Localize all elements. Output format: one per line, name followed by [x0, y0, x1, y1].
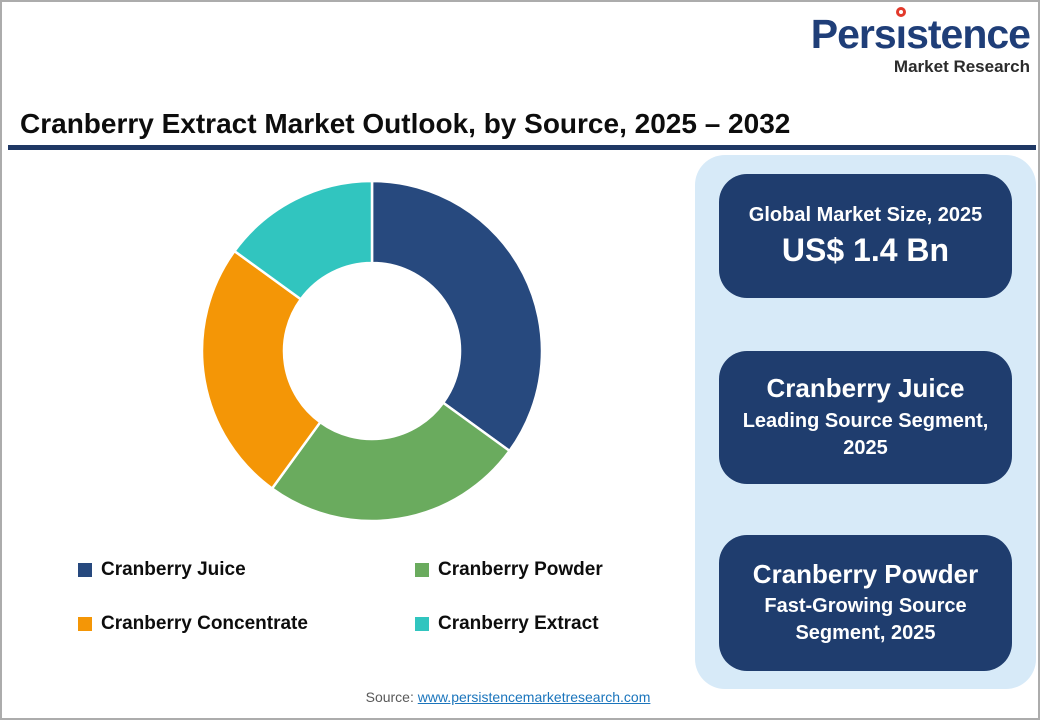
source-line: Source: www.persistencemarketresearch.co… [2, 689, 1014, 705]
market-size-title: Global Market Size, 2025 [748, 204, 983, 227]
donut-chart [200, 179, 544, 523]
market-size-value: US$ 1.4 Bn [781, 232, 950, 269]
highlight-panel: Global Market Size, 2025 US$ 1.4 Bn Cran… [695, 155, 1036, 689]
fast-growing-segment-card: Cranberry Powder Fast-Growing Source Seg… [719, 535, 1012, 671]
donut-segment-cranberry-concentrate [200, 249, 322, 490]
page-title: Cranberry Extract Market Outlook, by Sou… [20, 108, 791, 139]
leading-segment-name: Cranberry Juice [766, 373, 965, 404]
logo-subtitle: Market Research [893, 57, 1030, 76]
legend-swatch [78, 617, 92, 631]
legend-label: Cranberry Concentrate [101, 613, 308, 634]
legend-item-cranberry-juice: Cranberry Juice [78, 558, 415, 582]
legend-label: Cranberry Juice [101, 559, 246, 580]
logo-brand: Persı stence [811, 7, 1031, 55]
logo: Persı stence Market Research [811, 7, 1031, 76]
title-underline [8, 145, 1036, 150]
donut-segment-cranberry-powder [270, 401, 511, 523]
source-link[interactable]: www.persistencemarketresearch.com [417, 689, 651, 705]
legend-swatch [415, 563, 429, 577]
leading-segment-caption: Leading Source Segment, 2025 [742, 409, 989, 459]
chart-legend: Cranberry Juice Cranberry Powder Cranber… [78, 558, 603, 636]
fast-growing-segment-caption: Fast-Growing Source Segment, 2025 [764, 595, 967, 645]
legend-label: Cranberry Extract [438, 613, 599, 634]
leading-segment-card: Cranberry Juice Leading Source Segment, … [719, 351, 1012, 484]
donut-segment-cranberry-extract [233, 179, 374, 301]
logo-red-dot-icon [895, 7, 906, 17]
donut-segment-cranberry-juice [370, 179, 544, 453]
legend-item-cranberry-powder: Cranberry Powder [415, 558, 603, 582]
legend-label: Cranberry Powder [438, 559, 603, 580]
legend-item-cranberry-concentrate: Cranberry Concentrate [78, 612, 415, 636]
market-size-card: Global Market Size, 2025 US$ 1.4 Bn [719, 174, 1012, 298]
source-prefix: Source: [365, 689, 418, 705]
fast-growing-segment-name: Cranberry Powder [752, 558, 979, 589]
legend-swatch [78, 563, 92, 577]
legend-item-cranberry-extract: Cranberry Extract [415, 612, 603, 636]
legend-swatch [415, 617, 429, 631]
